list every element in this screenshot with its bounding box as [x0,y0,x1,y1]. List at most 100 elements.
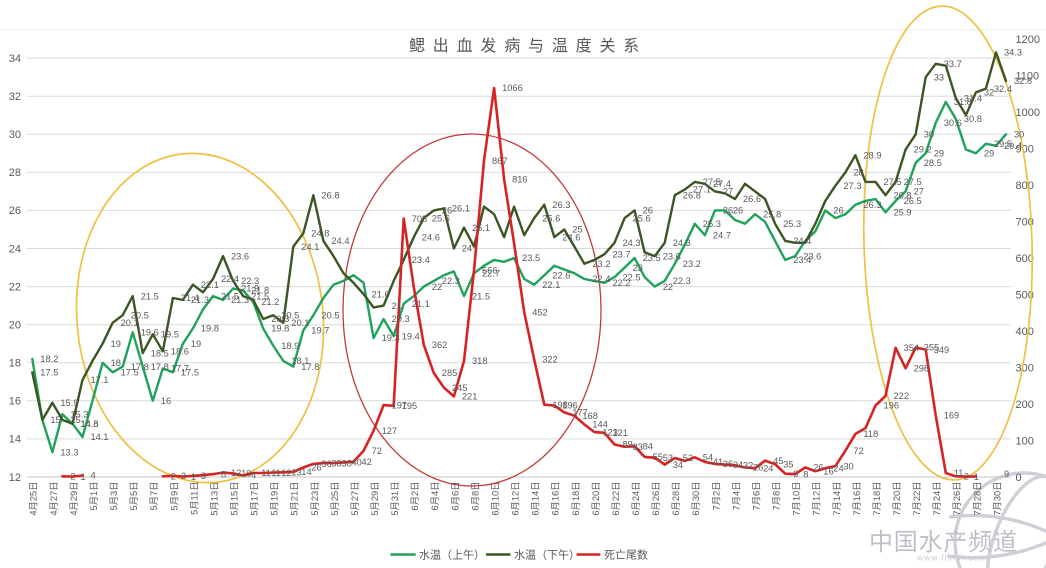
svg-text:28.5: 28.5 [924,158,942,168]
svg-text:22.3: 22.3 [442,276,460,286]
svg-text:708: 708 [412,214,428,224]
svg-text:5月25日: 5月25日 [330,482,340,516]
svg-text:22: 22 [9,281,21,293]
svg-text:22.4: 22.4 [221,274,239,284]
svg-text:6月20日: 6月20日 [591,482,601,516]
svg-text:21.2: 21.2 [261,297,279,307]
svg-text:22.1: 22.1 [201,280,219,290]
svg-text:19.3: 19.3 [382,333,400,343]
svg-text:5月15日: 5月15日 [230,482,240,516]
svg-text:32: 32 [743,461,753,471]
svg-text:27.5: 27.5 [703,177,721,187]
svg-text:198: 198 [552,400,568,410]
svg-text:400: 400 [1016,326,1034,338]
svg-text:600: 600 [1016,253,1034,265]
svg-text:26.8: 26.8 [683,190,701,200]
svg-text:7月10日: 7月10日 [792,482,802,516]
svg-text:900: 900 [1016,143,1034,155]
svg-text:21.6: 21.6 [372,289,390,299]
svg-text:31.4: 31.4 [964,93,982,103]
svg-text:34.3: 34.3 [1004,48,1022,58]
svg-text:14: 14 [9,434,21,446]
svg-text:26.6: 26.6 [743,194,761,204]
svg-text:14.8: 14.8 [81,419,99,429]
svg-text:30.6: 30.6 [944,118,962,128]
svg-text:6月2日: 6月2日 [410,482,420,511]
svg-text:144: 144 [592,420,608,430]
svg-text:11: 11 [261,468,271,478]
svg-text:300: 300 [1016,362,1034,374]
svg-text:25.6: 25.6 [432,213,450,223]
svg-text:169: 169 [944,411,960,421]
svg-text:8: 8 [221,469,226,479]
svg-text:23.5: 23.5 [643,253,661,263]
svg-text:6月28日: 6月28日 [671,482,681,516]
svg-text:5月5日: 5月5日 [129,482,139,511]
svg-text:21: 21 [392,301,402,311]
svg-text:800: 800 [1016,180,1034,192]
svg-text:5月27日: 5月27日 [350,482,360,516]
svg-text:89: 89 [623,440,633,450]
svg-text:7月12日: 7月12日 [812,482,822,516]
svg-text:22.3: 22.3 [673,276,691,286]
svg-text:5月13日: 5月13日 [209,482,219,516]
svg-text:32: 32 [9,91,21,103]
svg-text:22.4: 22.4 [592,274,610,284]
svg-text:54: 54 [703,453,713,463]
svg-text:55: 55 [653,452,663,462]
svg-text:29.2: 29.2 [914,145,932,155]
svg-text:1: 1 [191,472,196,482]
svg-text:29: 29 [934,149,944,159]
svg-text:27.5: 27.5 [904,177,922,187]
svg-text:200: 200 [1016,399,1034,411]
svg-text:19: 19 [111,339,121,349]
svg-text:36: 36 [321,459,331,469]
svg-text:6月12日: 6月12日 [511,482,521,516]
svg-text:354: 354 [904,343,920,353]
svg-text:5月31日: 5月31日 [390,482,400,516]
svg-text:6月4日: 6月4日 [430,482,440,511]
svg-text:168: 168 [582,411,598,421]
svg-text:20.1: 20.1 [291,318,309,328]
svg-text:14.8: 14.8 [81,419,99,429]
svg-text:123: 123 [602,427,618,437]
svg-text:12: 12 [231,468,241,478]
svg-text:25.1: 25.1 [472,223,490,233]
svg-text:7月14日: 7月14日 [832,482,842,516]
svg-text:6月10日: 6月10日 [491,482,501,516]
svg-text:4月27日: 4月27日 [49,482,59,516]
svg-text:34: 34 [673,460,683,470]
svg-text:20.5: 20.5 [281,310,299,320]
svg-text:29.4: 29.4 [1004,141,1022,151]
svg-text:32.8: 32.8 [1014,76,1032,86]
svg-text:72: 72 [853,446,863,456]
svg-text:22: 22 [432,282,442,292]
svg-text:7月28日: 7月28日 [972,482,982,516]
svg-text:死亡尾数: 死亡尾数 [604,548,648,562]
svg-text:17.5: 17.5 [40,368,58,378]
svg-text:26: 26 [442,206,452,216]
svg-text:38: 38 [331,458,341,468]
svg-text:24.3: 24.3 [623,238,641,248]
svg-text:25.9: 25.9 [894,208,912,218]
svg-text:6月18日: 6月18日 [571,482,581,516]
svg-text:21.5: 21.5 [472,291,490,301]
svg-text:23.7: 23.7 [613,249,631,259]
svg-text:12: 12 [9,472,21,484]
svg-text:1100: 1100 [1016,70,1040,82]
svg-text:15.9: 15.9 [60,398,78,408]
svg-text:6月24日: 6月24日 [631,482,641,516]
svg-text:24.3: 24.3 [673,238,691,248]
svg-text:7月22日: 7月22日 [912,482,922,516]
svg-text:1000: 1000 [1016,107,1040,119]
svg-text:25.8: 25.8 [763,209,781,219]
svg-text:26.8: 26.8 [894,190,912,200]
svg-text:22.3: 22.3 [241,276,259,286]
svg-text:16: 16 [823,466,833,476]
svg-text:22.7: 22.7 [482,269,500,279]
svg-text:26: 26 [723,206,733,216]
svg-text:26.3: 26.3 [552,200,570,210]
svg-text:17.7: 17.7 [171,364,189,374]
svg-text:26: 26 [643,206,653,216]
svg-text:30: 30 [9,129,21,141]
